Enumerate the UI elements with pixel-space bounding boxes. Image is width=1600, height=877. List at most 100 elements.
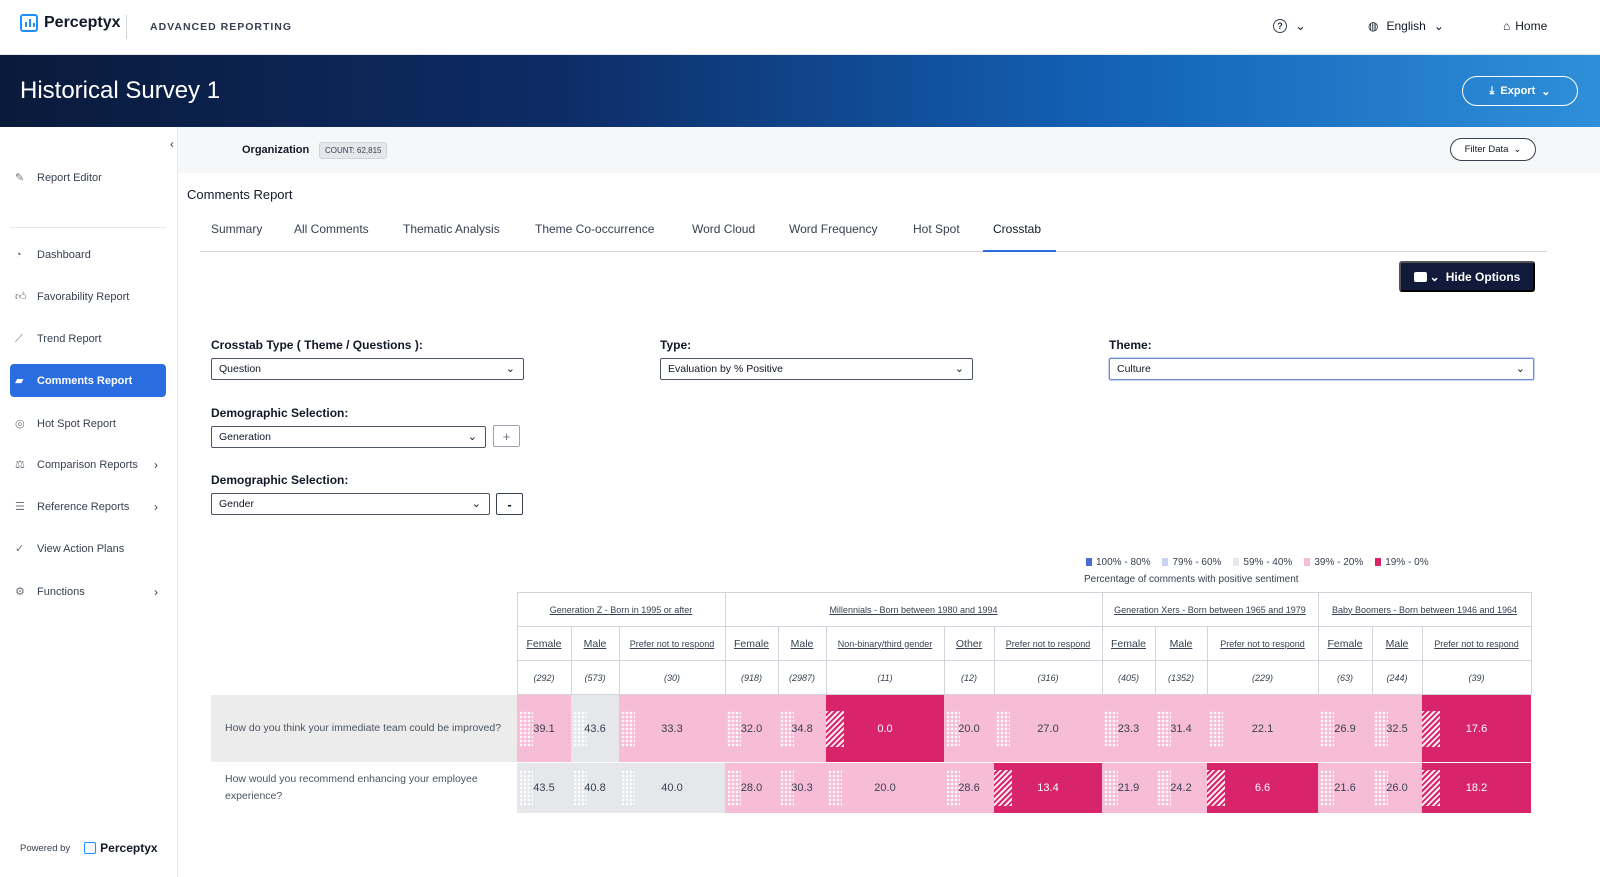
- value-cell[interactable]: 34.8: [778, 694, 826, 763]
- tab-summary[interactable]: Summary: [211, 222, 263, 236]
- value-cell[interactable]: 26.0: [1372, 762, 1422, 813]
- type-select[interactable]: Evaluation by % Positive ⌄: [660, 358, 973, 380]
- collapse-sidebar-icon[interactable]: ‹: [170, 137, 174, 151]
- export-button[interactable]: ⤓ Export ⌄: [1462, 76, 1578, 106]
- sidebar-item-view-action-plans[interactable]: ✓ View Action Plans: [10, 532, 166, 565]
- powered-by: Powered by Perceptyx: [20, 841, 158, 855]
- sidebar-item-label: Comparison Reports: [37, 458, 138, 471]
- tab-thematic-analysis[interactable]: Thematic Analysis: [403, 222, 500, 236]
- column-header[interactable]: Non-binary/third gender: [825, 626, 945, 661]
- value-cell[interactable]: 24.2: [1155, 762, 1207, 813]
- value-cell[interactable]: 33.3: [619, 694, 725, 763]
- value-cell[interactable]: 40.8: [571, 762, 619, 813]
- tab-crosstab[interactable]: Crosstab: [993, 222, 1042, 236]
- value-cell[interactable]: 28.0: [725, 762, 778, 813]
- legend-label: 79% - 60%: [1172, 557, 1222, 568]
- organization-label: Organization: [242, 144, 310, 156]
- column-header[interactable]: Male: [1154, 626, 1208, 661]
- value-cell[interactable]: 22.1: [1207, 694, 1318, 763]
- thumbs-up-icon: 👍︎: [15, 290, 27, 303]
- value-cell[interactable]: 26.9: [1318, 694, 1372, 763]
- sidebar-item-label: Favorability Report: [37, 290, 130, 303]
- column-count: (405): [1101, 660, 1156, 695]
- column-header[interactable]: Male: [570, 626, 620, 661]
- sidebar-item-reference-reports[interactable]: ☰ Reference Reports ›: [10, 490, 166, 523]
- value-cell[interactable]: 0.0: [826, 694, 944, 763]
- value-cell[interactable]: 20.0: [944, 694, 994, 763]
- tab-theme-co-occurrence[interactable]: Theme Co-occurrence: [535, 222, 655, 236]
- add-demographic-button[interactable]: +: [493, 425, 520, 447]
- sidebar-item-dashboard[interactable]: ◔ Dashboard: [10, 238, 166, 271]
- column-header[interactable]: Prefer not to respond: [1206, 626, 1319, 661]
- value-cell[interactable]: 23.3: [1102, 694, 1155, 763]
- group-header[interactable]: Generation Xers - Born between 1965 and …: [1101, 592, 1319, 627]
- value-text: 6.6: [1254, 781, 1271, 794]
- value-text: 43.6: [584, 722, 606, 735]
- column-header[interactable]: Other: [943, 626, 995, 661]
- trend-icon: ⟋: [15, 332, 23, 345]
- value-cell[interactable]: 17.6: [1422, 694, 1531, 763]
- group-header[interactable]: Millennials - Born between 1980 and 1994: [724, 592, 1103, 627]
- column-header[interactable]: Female: [1317, 626, 1373, 661]
- theme-select[interactable]: Culture ⌄: [1109, 358, 1534, 380]
- legend-swatch: [1304, 558, 1311, 567]
- sidebar-item-functions[interactable]: ⚙ Functions ›: [10, 575, 166, 608]
- column-header[interactable]: Prefer not to respond: [618, 626, 726, 661]
- column-header[interactable]: Male: [1371, 626, 1423, 661]
- value-text: 24.2: [1170, 781, 1192, 794]
- sidebar-item-report-editor[interactable]: ✎ Report Editor: [10, 161, 166, 194]
- value-cell[interactable]: 18.2: [1422, 762, 1531, 813]
- hide-options-button[interactable]: ⌄ Hide Options: [1399, 261, 1535, 292]
- value-cell[interactable]: 43.6: [571, 694, 619, 763]
- download-icon: ⤓: [1489, 84, 1495, 97]
- perceptyx-logo[interactable]: Perceptyx: [20, 14, 121, 32]
- demographic-select-2[interactable]: Gender ⌄: [211, 493, 490, 515]
- value-cell[interactable]: 32.0: [725, 694, 778, 763]
- tab-all-comments[interactable]: All Comments: [294, 222, 369, 236]
- value-cell[interactable]: 30.3: [778, 762, 826, 813]
- tab-word-frequency[interactable]: Word Frequency: [789, 222, 878, 236]
- sidebar-item-hot-spot-report[interactable]: ◎ Hot Spot Report: [10, 407, 166, 440]
- column-header[interactable]: Female: [1101, 626, 1156, 661]
- column-header[interactable]: Female: [516, 626, 572, 661]
- value-cell[interactable]: 39.1: [517, 694, 571, 763]
- value-cell[interactable]: 31.4: [1155, 694, 1207, 763]
- sidebar-item-favorability-report[interactable]: 👍︎ Favorability Report: [10, 280, 166, 313]
- tab-word-cloud[interactable]: Word Cloud: [692, 222, 756, 236]
- language-selector[interactable]: ◍ English ⌄: [1368, 19, 1444, 33]
- value-cell[interactable]: 32.5: [1372, 694, 1422, 763]
- type-label: Type:: [660, 338, 692, 352]
- group-header[interactable]: Baby Boomers - Born between 1946 and 196…: [1317, 592, 1532, 627]
- home-link[interactable]: ⌂ Home: [1503, 19, 1547, 33]
- value-cell[interactable]: 40.0: [619, 762, 725, 813]
- demographic-select-1[interactable]: Generation ⌄: [211, 426, 486, 448]
- filter-data-button[interactable]: Filter Data ⌄: [1450, 138, 1536, 161]
- tab-hot-spot[interactable]: Hot Spot: [913, 222, 960, 236]
- sidebar-item-comparison-reports[interactable]: ⚖ Comparison Reports ›: [10, 448, 166, 481]
- column-header[interactable]: Male: [777, 626, 827, 661]
- value-cell[interactable]: 27.0: [994, 694, 1102, 763]
- hide-options-label: Hide Options: [1445, 269, 1521, 284]
- legend-item: 59% - 40%: [1233, 557, 1292, 568]
- value-cell[interactable]: 20.0: [826, 762, 944, 813]
- column-header[interactable]: Female: [724, 626, 779, 661]
- value-cell[interactable]: 6.6: [1207, 762, 1318, 813]
- column-header[interactable]: Prefer not to respond: [993, 626, 1103, 661]
- value-cell[interactable]: 21.6: [1318, 762, 1372, 813]
- value-text: 20.0: [958, 722, 980, 735]
- value-cell[interactable]: 13.4: [994, 762, 1102, 813]
- check-circle-icon: ✓: [15, 542, 25, 555]
- remove-demographic-button[interactable]: -: [496, 493, 523, 515]
- group-header[interactable]: Generation Z - Born in 1995 or after: [516, 592, 726, 627]
- value-cell[interactable]: 21.9: [1102, 762, 1155, 813]
- value-text: 28.6: [958, 781, 980, 794]
- sidebar-item-trend-report[interactable]: ⟋ Trend Report: [10, 322, 166, 355]
- sidebar-item-comments-report[interactable]: ▰ Comments Report: [10, 364, 166, 397]
- powered-by-logo: Perceptyx: [84, 841, 158, 855]
- legend-item: 79% - 60%: [1162, 557, 1221, 568]
- value-cell[interactable]: 43.5: [517, 762, 571, 813]
- value-cell[interactable]: 28.6: [944, 762, 994, 813]
- crosstab-type-select[interactable]: Question ⌄: [211, 358, 524, 380]
- help-menu[interactable]: ? ⌄: [1273, 18, 1306, 34]
- column-header[interactable]: Prefer not to respond: [1421, 626, 1532, 661]
